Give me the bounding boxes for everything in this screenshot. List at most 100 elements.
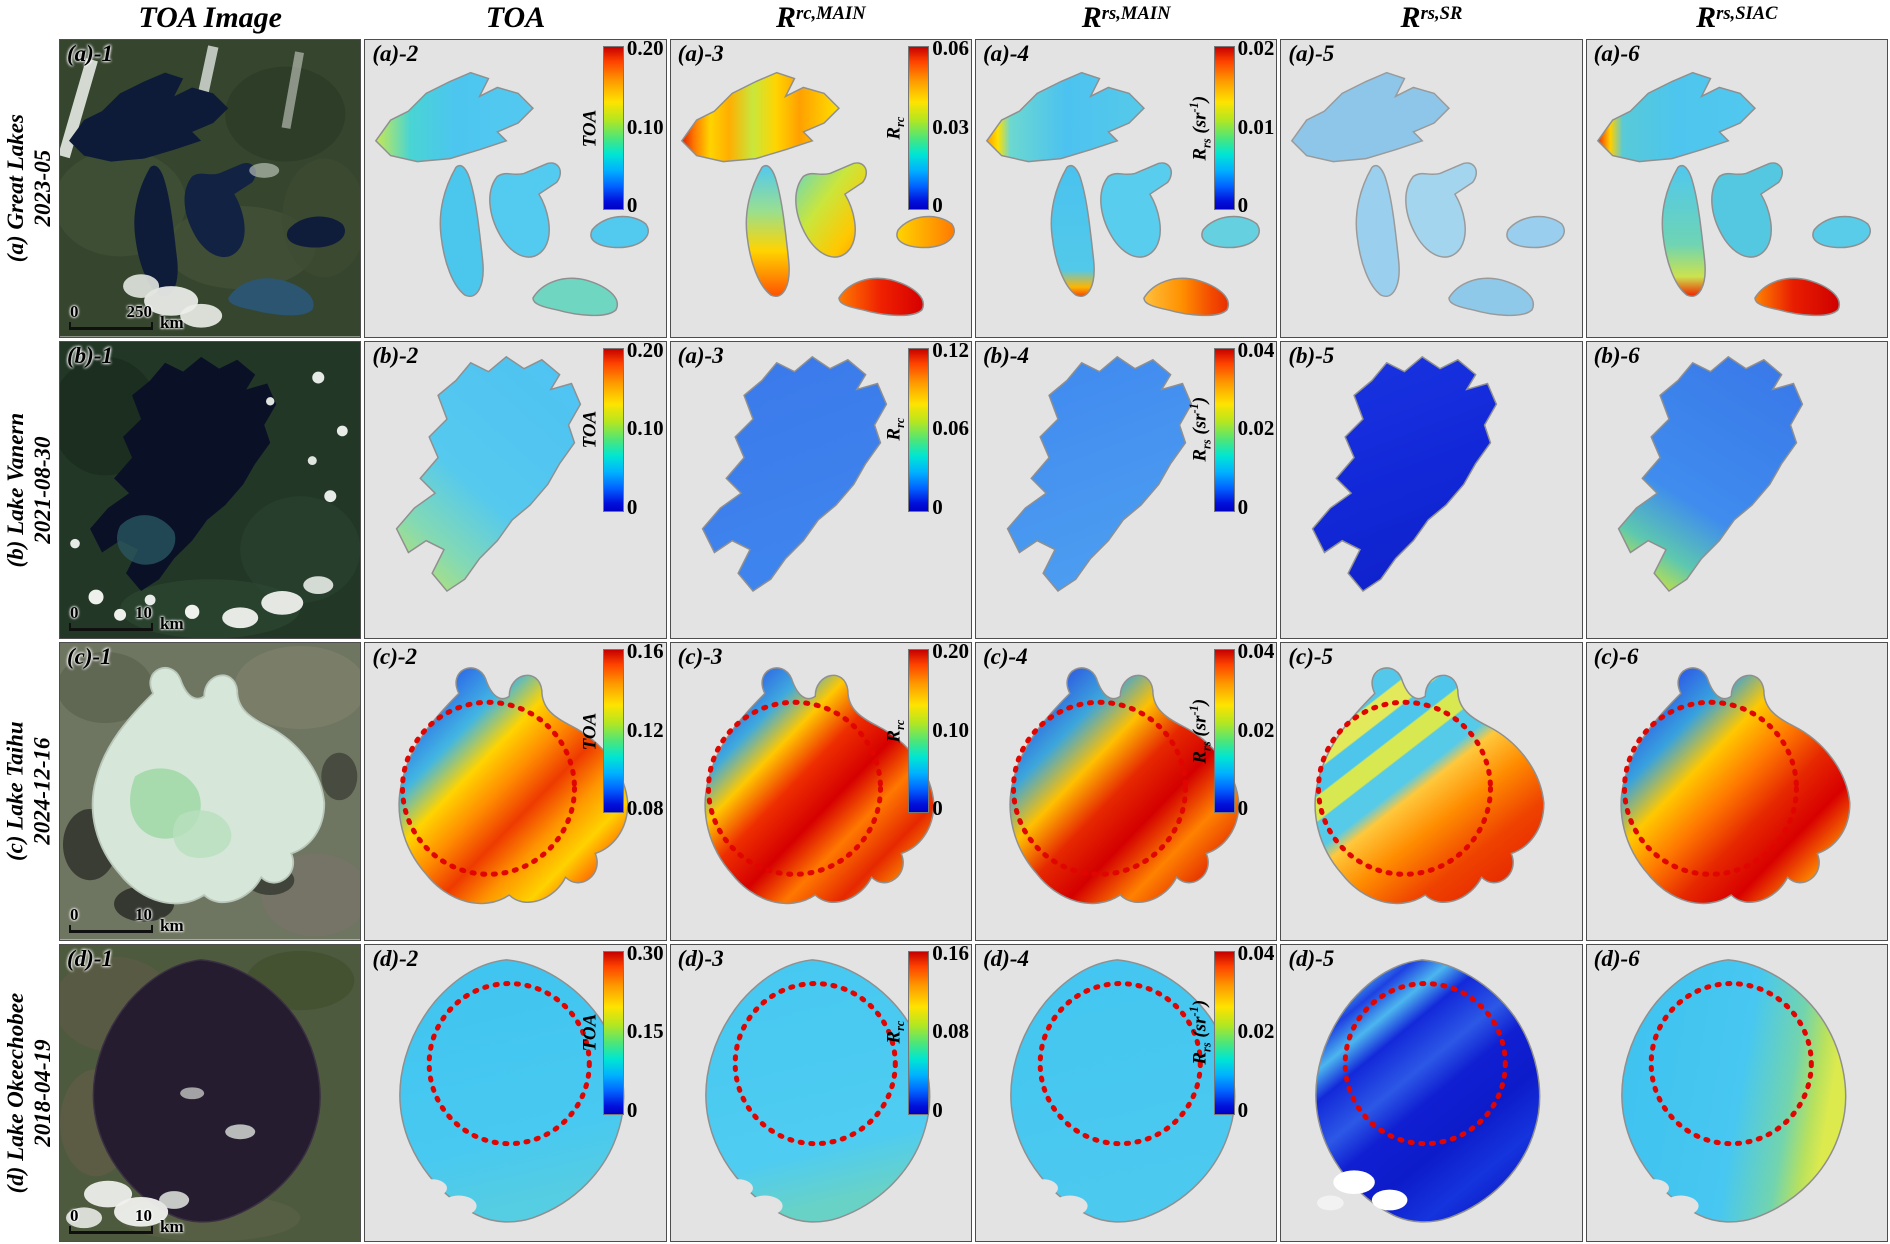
colorbar-ticks: 0.16 0.08 0 [932,944,969,1120]
colorbar-tick: 0.04 [1237,943,1275,965]
colorbar-ticks: 0.20 0.10 0 [932,643,969,819]
colorbar-gradient [1213,347,1235,512]
red-dashed-circle [1316,699,1494,877]
panel-c1-toa-image: (c)-1 0 10 km [59,642,362,941]
panel-label: (b)-4 [983,342,1029,368]
colorbar-tick: 0.02 [1237,717,1275,742]
colorbar-ticks: 0.04 0.02 0 [1237,643,1275,819]
colorbar: TOA 0.16 0.12 0.08 [577,643,664,819]
panel-b3-rrc-main: (a)-3 Rrc 0.12 0.06 0 [669,340,972,639]
colorbar-tick: 0 [626,193,638,217]
taihu-map [703,666,935,905]
colorbar-ticks: 0.06 0.03 0 [932,40,969,216]
panel-b2-toa: (b)-2 TOA 0.20 0.10 0 [364,340,667,639]
colorbar-gradient [1213,950,1235,1115]
colorbar-axis-label: Rrs (sr-1) [1187,1000,1214,1065]
colorbar-gradient [602,46,624,210]
colorbar-axis-label: Rrs (sr-1) [1187,397,1214,462]
satellite-image-okeechobee [60,944,361,1241]
colorbar-tick: 0.02 [1237,1019,1275,1043]
red-dashed-circle [1621,699,1799,877]
panel-label: (a)-1 [67,41,113,66]
panel-label: (d)-5 [1288,945,1335,971]
okeechobee-map [1009,957,1237,1223]
colorbar-gradient [1213,649,1235,813]
red-dashed-circle [732,980,898,1146]
satellite-image-great-lakes [60,40,361,337]
scale-unit: km [160,1217,184,1237]
panel-a6-rrs-siac: (a)-6 [1585,39,1888,338]
panel-label: (a)-2 [372,41,419,66]
panel-a3-rrc-main: (a)-3 Rrc 0.06 0.03 0 [669,39,972,338]
colorbar-axis-label: Rrc [883,1021,907,1044]
scale-bar: 0 250 km [69,302,184,331]
panel-label: (c)-1 [67,644,112,669]
colorbar-axis-label: TOA [579,410,601,449]
colorbar-gradient [908,347,930,512]
colorbar-tick: 0 [932,494,943,519]
colorbar: Rrc 0.06 0.03 0 [882,40,969,216]
panel-label: (c)-6 [1593,644,1639,669]
colorbar-tick: 0.20 [932,642,969,663]
colorbar: TOA 0.20 0.10 0 [577,341,664,517]
panel-a4-rrs-main: (a)-4 Rrs (sr-1) 0.02 0.01 0 [975,39,1278,338]
red-dashed-circle [1342,980,1509,1146]
colorbar-tick: 0 [932,796,943,820]
colorbar-tick: 0.10 [932,717,969,742]
row-label-b: (b) Lake Vanern 2021-08-30 [2,340,56,639]
panel-d2-toa: (d)-2 TOA 0.30 0.15 0 [364,943,667,1242]
colorbar: TOA 0.30 0.15 0 [577,944,664,1120]
colorbar-ticks: 0.16 0.12 0.08 [627,643,664,819]
vanern-map [1616,354,1804,593]
colorbar-tick: 0.04 [1237,340,1275,362]
colorbar-gradient [908,46,930,210]
scale-bar-line [69,623,153,631]
scale-bar-line [69,1226,153,1234]
panel-d1-toa-image: (d)-1 0 10 km [59,943,362,1242]
colorbar-tick: 0.04 [1237,642,1275,663]
row-label-c: (c) Lake Taihu 2024-12-16 [2,642,56,941]
colorbar-gradient [1213,46,1235,210]
panel-c5-rrs-sr: (c)-5 [1280,642,1583,941]
colorbar-gradient [602,649,624,813]
great-lakes-map [1290,71,1567,317]
vanern-map [1311,354,1499,593]
red-dashed-circle [400,699,578,877]
scale-unit: km [160,614,184,634]
colorbar-tick: 0 [1237,1097,1249,1122]
panel-label: (d)-3 [677,945,724,971]
panel-d3-rrc-main: (d)-3 Rrc 0.16 0.08 0 [669,943,972,1242]
colorbar-ticks: 0.04 0.02 0 [1237,341,1275,517]
panel-a5-rrs-sr: (a)-5 [1280,39,1583,338]
scale-bar: 0 10 km [69,604,184,633]
colorbar-tick: 0.10 [626,114,664,139]
panel-b4-rrs-main: (b)-4 Rrs (sr-1) 0.04 0.02 0 [975,340,1278,639]
panel-c6-rrs-siac: (c)-6 [1585,642,1888,941]
colorbar: Rrs (sr-1) 0.04 0.02 0 [1187,643,1275,819]
panel-label: (c)-2 [372,644,418,669]
scale-zero: 0 [70,1206,79,1226]
panel-label: (a)-6 [1593,41,1640,66]
colorbar-tick: 0.30 [626,943,664,965]
colorbar-ticks: 0.30 0.15 0 [627,944,664,1120]
colorbar-tick: 0 [626,1097,638,1122]
panel-label: (a)-5 [1288,41,1335,66]
panel-c3-rrc-main: (c)-3 Rrc 0.20 0.10 0 [669,642,972,941]
colorbar-tick: 0.02 [1237,416,1275,440]
colorbar-ticks: 0.04 0.02 0 [1237,944,1275,1120]
panel-label: (c)-5 [1288,644,1334,669]
great-lakes-map [1595,71,1872,317]
panel-label: (b)-1 [67,342,113,368]
colorbar: Rrs (sr-1) 0.02 0.01 0 [1187,40,1274,216]
colorbar-gradient [908,649,930,813]
colorbar-tick: 0 [1237,193,1249,217]
row-label-d: (d) Lake Okeechobee 2018-04-19 [2,943,56,1242]
colorbar-tick: 0.10 [626,416,664,440]
satellite-image-taihu [60,643,361,940]
colorbar-tick: 0.20 [626,39,664,60]
colorbar: TOA 0.20 0.10 0 [577,40,664,216]
